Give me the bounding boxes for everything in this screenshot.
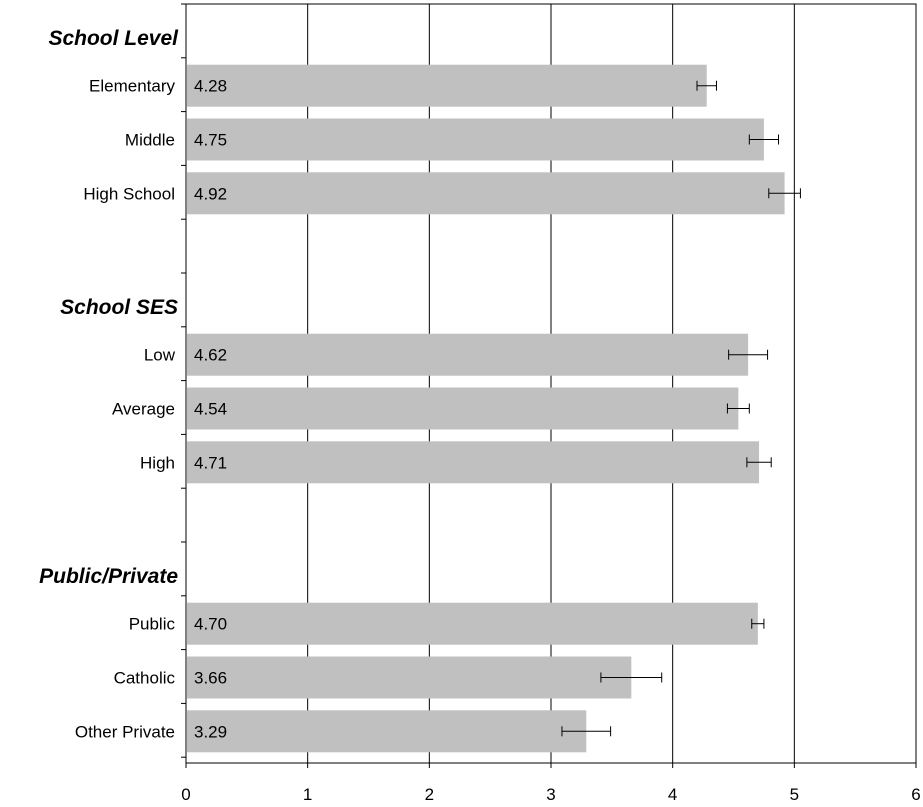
category-label: Middle <box>125 131 175 150</box>
category-label: Public <box>129 615 176 634</box>
category-label: Low <box>144 346 176 365</box>
bar <box>187 710 587 753</box>
group-label: School SES <box>60 296 178 319</box>
data-label: 4.70 <box>194 615 227 634</box>
category-label: High School <box>83 184 175 203</box>
bar <box>187 333 749 376</box>
x-tick-label: 3 <box>546 785 555 804</box>
x-tick-label: 0 <box>181 785 190 804</box>
data-label: 3.66 <box>194 669 227 688</box>
x-tick-label: 4 <box>668 785 677 804</box>
bar <box>187 656 632 699</box>
bar <box>187 172 785 215</box>
x-tick-label: 5 <box>790 785 799 804</box>
bar <box>187 441 760 484</box>
data-label: 4.28 <box>194 77 227 96</box>
x-tick-label: 2 <box>425 785 434 804</box>
category-label: Elementary <box>89 77 175 96</box>
category-label: High <box>140 453 175 472</box>
group-label: School Level <box>48 27 179 50</box>
category-label: Average <box>112 400 175 419</box>
category-label: Other Private <box>75 722 175 741</box>
data-label: 4.92 <box>194 184 227 203</box>
data-label: 4.71 <box>194 453 227 472</box>
data-label: 4.54 <box>194 400 227 419</box>
x-tick-label: 6 <box>911 785 920 804</box>
data-label: 3.29 <box>194 722 227 741</box>
bar <box>187 387 739 430</box>
category-label: Catholic <box>114 669 176 688</box>
bar <box>187 64 707 107</box>
bar <box>187 118 764 161</box>
group-label: Public/Private <box>39 565 178 588</box>
x-tick-label: 1 <box>303 785 312 804</box>
bar <box>187 602 758 645</box>
data-label: 4.62 <box>194 346 227 365</box>
data-label: 4.75 <box>194 131 227 150</box>
